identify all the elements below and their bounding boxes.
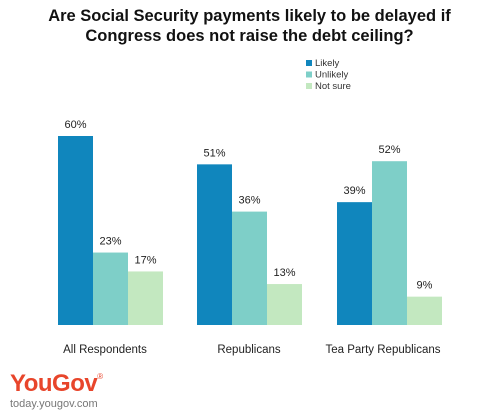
- legend-swatch: [306, 83, 312, 89]
- data-label: 52%: [378, 144, 400, 156]
- legend-label: Likely: [315, 58, 340, 69]
- bar-likely-0: [58, 136, 93, 325]
- data-label: 36%: [238, 195, 260, 207]
- bar-not-sure-2: [407, 296, 442, 325]
- legend-swatch: [306, 71, 312, 78]
- chart-title-line-1: Are Social Security payments likely to b…: [48, 7, 451, 25]
- site-url: today.yougov.com: [10, 398, 98, 410]
- bar-likely-2: [337, 202, 372, 325]
- bar-likely-1: [197, 164, 232, 325]
- category-label: Tea Party Republicans: [325, 344, 440, 356]
- bar-not-sure-1: [267, 284, 302, 325]
- data-label: 60%: [64, 119, 86, 131]
- data-label: 9%: [417, 280, 433, 292]
- category-label: All Respondents: [63, 344, 147, 356]
- data-label: 23%: [99, 236, 121, 248]
- data-label: 17%: [134, 254, 156, 266]
- yougov-logo: YouGov®: [10, 370, 103, 398]
- bar-unlikely-0: [93, 252, 128, 325]
- legend-swatch: [306, 60, 312, 66]
- chart-title: Are Social Security payments likely to b…: [0, 6, 499, 46]
- category-label: Republicans: [217, 344, 281, 356]
- bar-unlikely-1: [232, 211, 267, 325]
- chart-title-line-2: Congress does not raise the debt ceiling…: [85, 27, 414, 45]
- legend-label: Unlikely: [315, 70, 349, 81]
- bar-not-sure-0: [128, 271, 163, 325]
- legend-label: Not sure: [315, 81, 351, 92]
- bar-unlikely-2: [372, 161, 407, 325]
- data-label: 51%: [203, 147, 225, 159]
- data-label: 13%: [273, 267, 295, 279]
- logo-text: YouGov: [10, 370, 98, 397]
- data-label: 39%: [343, 185, 365, 197]
- logo-registered-mark: ®: [97, 372, 103, 381]
